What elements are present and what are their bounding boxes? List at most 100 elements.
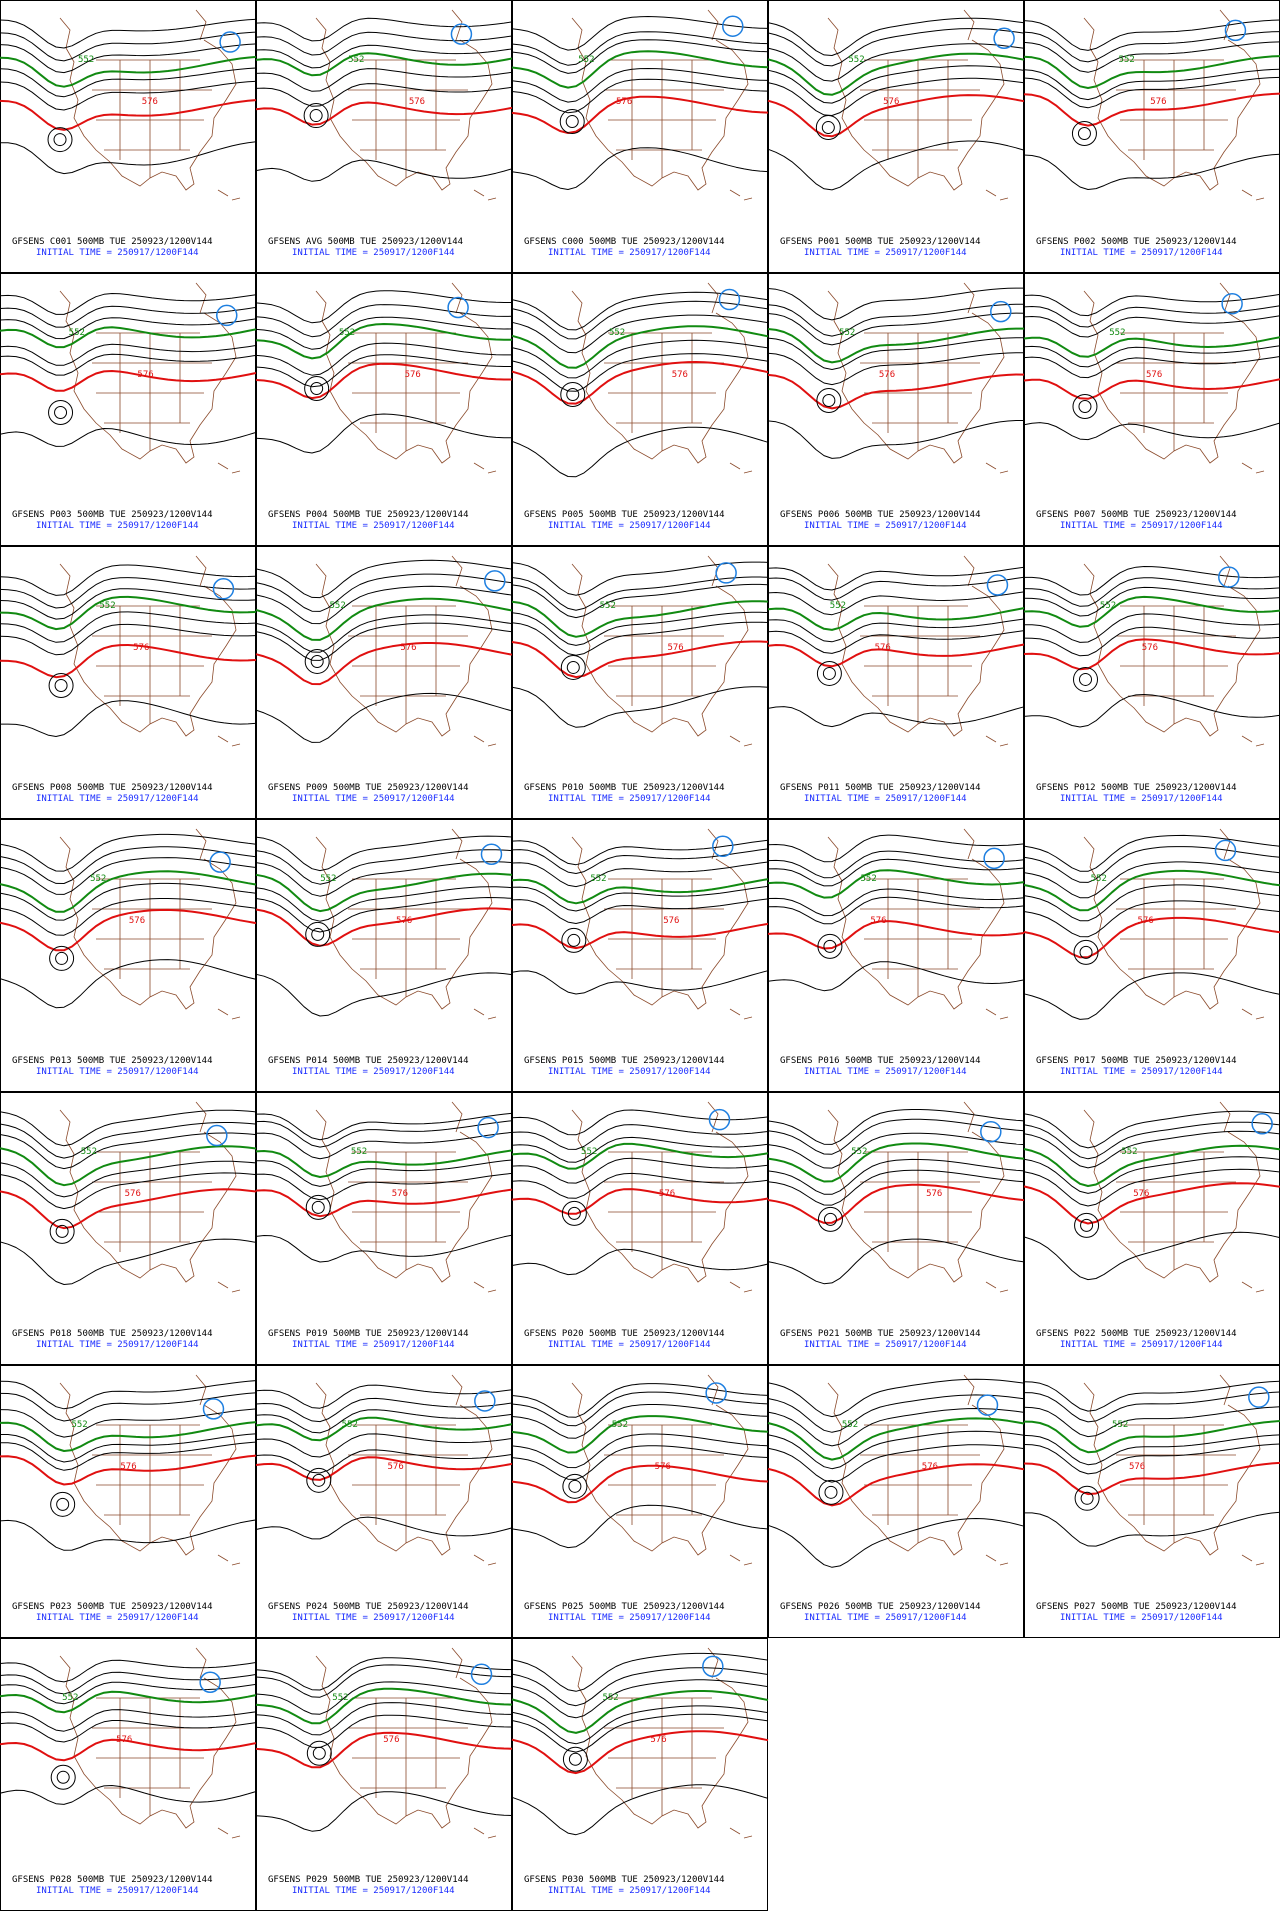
contour-line: [1023, 19, 1280, 51]
contour-line: [511, 1713, 769, 1753]
contour-552: [0, 870, 257, 913]
low-center: [567, 933, 581, 947]
map-panel: 552 576 GFSENS P016 500MB TUE 250923/1200V…: [767, 819, 1025, 1092]
contour-line: [255, 413, 513, 454]
contour-576: [255, 642, 513, 686]
contour-576: [255, 1456, 513, 1481]
panel-frame: [768, 819, 1024, 1092]
panel-frame: [256, 1365, 512, 1638]
contour-line: [255, 290, 512, 324]
panel-title: GFSENS P004 500MB TUE 250923/1200V144: [268, 510, 468, 520]
contour-line: [1023, 577, 1280, 607]
low-center: [568, 1479, 582, 1493]
panel-frame: [0, 0, 256, 273]
contour-label: 552: [842, 1420, 858, 1430]
contour-label: 576: [1150, 97, 1166, 107]
contour-line: [767, 850, 1025, 879]
contour-line: [511, 611, 769, 646]
panel-frame: [768, 1365, 1024, 1638]
panel-title: GFSENS C000 500MB TUE 250923/1200V144: [524, 237, 724, 247]
contour-line: [255, 1714, 513, 1748]
contour-label: 552: [71, 1420, 87, 1430]
contour-line: [511, 291, 769, 331]
contour-576: [511, 361, 769, 405]
low-center: [822, 393, 836, 407]
contour-576: [1023, 638, 1280, 671]
contour-line: [1023, 1391, 1280, 1423]
contour-line: [511, 31, 769, 66]
contour-552: [767, 1142, 1025, 1183]
contour-line: [255, 1657, 513, 1691]
panel-frame: [512, 819, 768, 1092]
contour-label: 552: [1119, 55, 1135, 65]
low-center: [565, 115, 579, 129]
low-center: [49, 945, 75, 971]
contour-line: [255, 1791, 513, 1832]
contour-line: [0, 317, 257, 340]
contour-line: [255, 1384, 513, 1409]
contour-line: [767, 312, 1025, 346]
high-center: [715, 562, 737, 584]
map-panel: 552 576 GFSENS P006 500MB TUE 250923/1200V…: [767, 273, 1025, 546]
low-center: [48, 400, 74, 426]
contour-label: 552: [612, 1420, 628, 1430]
contour-line: [255, 1664, 513, 1698]
contour-label: 552: [1121, 1147, 1137, 1157]
contour-line: [767, 1408, 1025, 1447]
contour-line: [767, 1132, 1025, 1169]
contour-line: [0, 1132, 257, 1170]
contour-552: [255, 872, 513, 913]
map-panel: 552 576 GFSENS P008 500MB TUE 250923/1200V…: [0, 546, 257, 819]
high-center: [477, 1116, 499, 1139]
contour-line: [255, 861, 513, 897]
contour-line: [767, 1430, 1025, 1470]
contour-line: [767, 287, 1024, 321]
panel-init-time: INITIAL TIME = 250917/1200F144: [292, 521, 455, 531]
contour-line: [255, 614, 513, 653]
high-center: [993, 27, 1015, 50]
low-center: [1079, 945, 1093, 959]
low-center: [306, 1740, 332, 1766]
low-center: [561, 927, 587, 953]
contour-line: [0, 882, 257, 921]
contour-line: [511, 300, 769, 340]
contour-576: [767, 373, 1025, 410]
contour-576: [255, 1188, 513, 1218]
contour-line: [1023, 1121, 1280, 1160]
contour-line: [255, 835, 513, 872]
high-center: [212, 578, 235, 600]
panel-frame: [768, 0, 1024, 273]
contour-line: [0, 1659, 257, 1683]
coastline: [571, 282, 753, 474]
panel-init-time: INITIAL TIME = 250917/1200F144: [36, 1886, 199, 1896]
panel-frame: [512, 0, 768, 273]
contour-552: [0, 326, 257, 349]
low-center: [1073, 939, 1099, 965]
contour-line: [767, 896, 1025, 925]
contour-line: [511, 1679, 769, 1719]
panel-init-time: INITIAL TIME = 250917/1200F144: [1060, 521, 1223, 531]
contour-552: [255, 1687, 513, 1725]
contour-line: [767, 591, 1025, 616]
low-center: [566, 660, 580, 674]
low-center: [567, 1206, 581, 1220]
panel-title: GFSENS P017 500MB TUE 250923/1200V144: [1036, 1056, 1236, 1066]
contour-552: [0, 1690, 257, 1714]
map-panel: 552 576 GFSENS P025 500MB TUE 250923/1200V…: [511, 1365, 769, 1638]
contour-552: [0, 1421, 257, 1452]
contour-line: [511, 885, 769, 912]
contour-line: [1023, 1406, 1280, 1438]
contour-line: [767, 43, 1025, 82]
map-panel: 552 576 GFSENS P011 500MB TUE 250923/1200V…: [767, 546, 1025, 819]
high-center: [1224, 19, 1247, 42]
map-panel: 552 576 GFSENS P017 500MB TUE 250923/1200V…: [1023, 819, 1280, 1092]
panel-title: GFSENS P003 500MB TUE 250923/1200V144: [12, 510, 212, 520]
low-center: [562, 1473, 588, 1499]
contour-552: [255, 52, 513, 77]
panel-init-time: INITIAL TIME = 250917/1200F144: [1060, 248, 1223, 258]
contour-576: [511, 640, 769, 679]
contour-label: 576: [655, 1462, 671, 1472]
contour-line: [511, 1248, 769, 1276]
contour-label: 576: [142, 97, 158, 107]
contour-552: [1023, 869, 1280, 912]
